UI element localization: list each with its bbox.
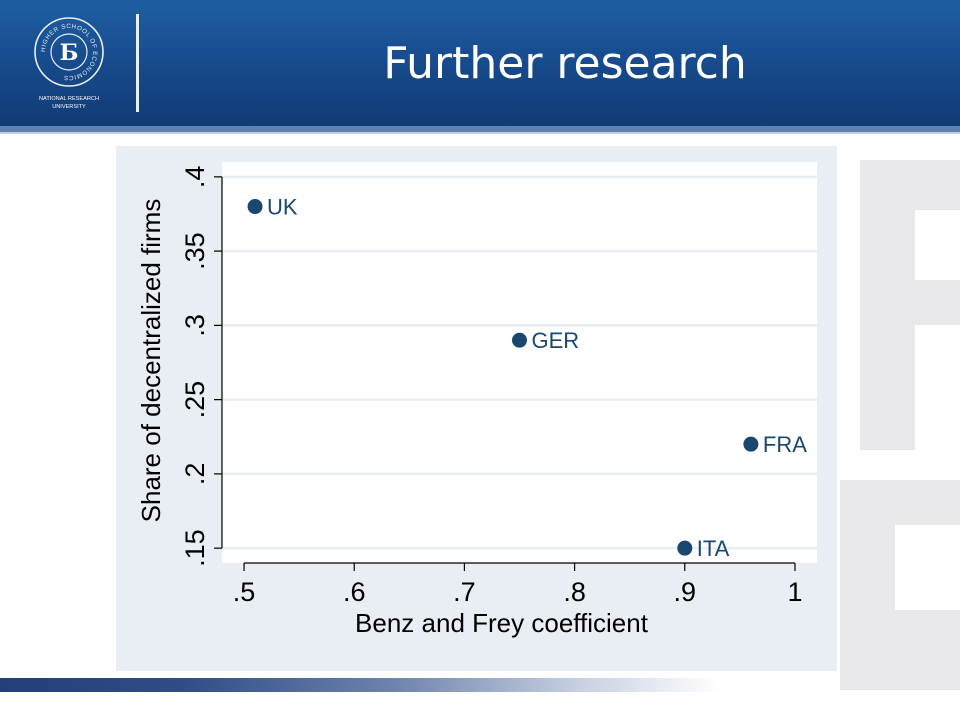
x-tick-label-5: 1 (787, 577, 802, 607)
y-tick-label-3: .3 (180, 314, 210, 337)
watermark-monogram (840, 160, 960, 690)
y-tick-label-4: .35 (180, 232, 210, 270)
x-tick-label-3: .8 (563, 577, 586, 607)
scatter-chart: .5 .6 .7 .8 .9 1 .15 .2 .25 .3 .35 .4 UK GER FRA ITA B… (136, 162, 817, 638)
y-tick-label-1: .2 (180, 463, 210, 486)
point-label-fra: FRA (763, 432, 807, 457)
data-point-ger (512, 332, 527, 348)
chart-panel: .5 .6 .7 .8 .9 1 .15 .2 .25 .3 .35 .4 UK GER FRA ITA B… (116, 146, 837, 671)
x-tick-label-0: .5 (233, 577, 256, 607)
axes (214, 176, 796, 571)
x-tick-label-4: .9 (674, 577, 697, 607)
slide-title: Further research (383, 38, 747, 89)
y-tick-label-2: .25 (180, 381, 210, 419)
y-axis-title: Share of decentralized firms (136, 199, 166, 523)
x-tick-label-2: .7 (453, 577, 476, 607)
logo-monogram: Б (60, 40, 79, 66)
y-tick-label-0: .15 (180, 529, 210, 567)
hse-logo: HIGHER SCHOOL OF ECONOMICS Б NATIONAL RE… (34, 17, 104, 110)
logo-divider (136, 14, 139, 112)
x-axis-title: Benz and Frey coefficient (355, 608, 649, 638)
grid-lines (222, 175, 817, 550)
data-point-fra (743, 436, 759, 452)
plot-area (222, 162, 817, 563)
point-label-ita: ITA (697, 536, 730, 561)
logo-caption-line2: UNIVERSITY (52, 104, 86, 110)
footer-gradient-bar (0, 678, 720, 692)
data-point-ita (677, 540, 693, 556)
header-underline (0, 126, 960, 132)
x-tick-label-1: .6 (343, 577, 366, 607)
header-bar (0, 0, 960, 126)
data-point-uk (247, 199, 263, 215)
logo-caption-line1: NATIONAL RESEARCH (39, 96, 99, 102)
header-underline-light (0, 132, 960, 134)
y-tick-label-5: .4 (180, 166, 210, 189)
data-points: UK GER FRA ITA (247, 195, 807, 561)
tick-labels: .5 .6 .7 .8 .9 1 .15 .2 .25 .3 .35 .4 (180, 166, 802, 607)
point-label-ger: GER (532, 328, 580, 353)
point-label-uk: UK (267, 195, 298, 220)
